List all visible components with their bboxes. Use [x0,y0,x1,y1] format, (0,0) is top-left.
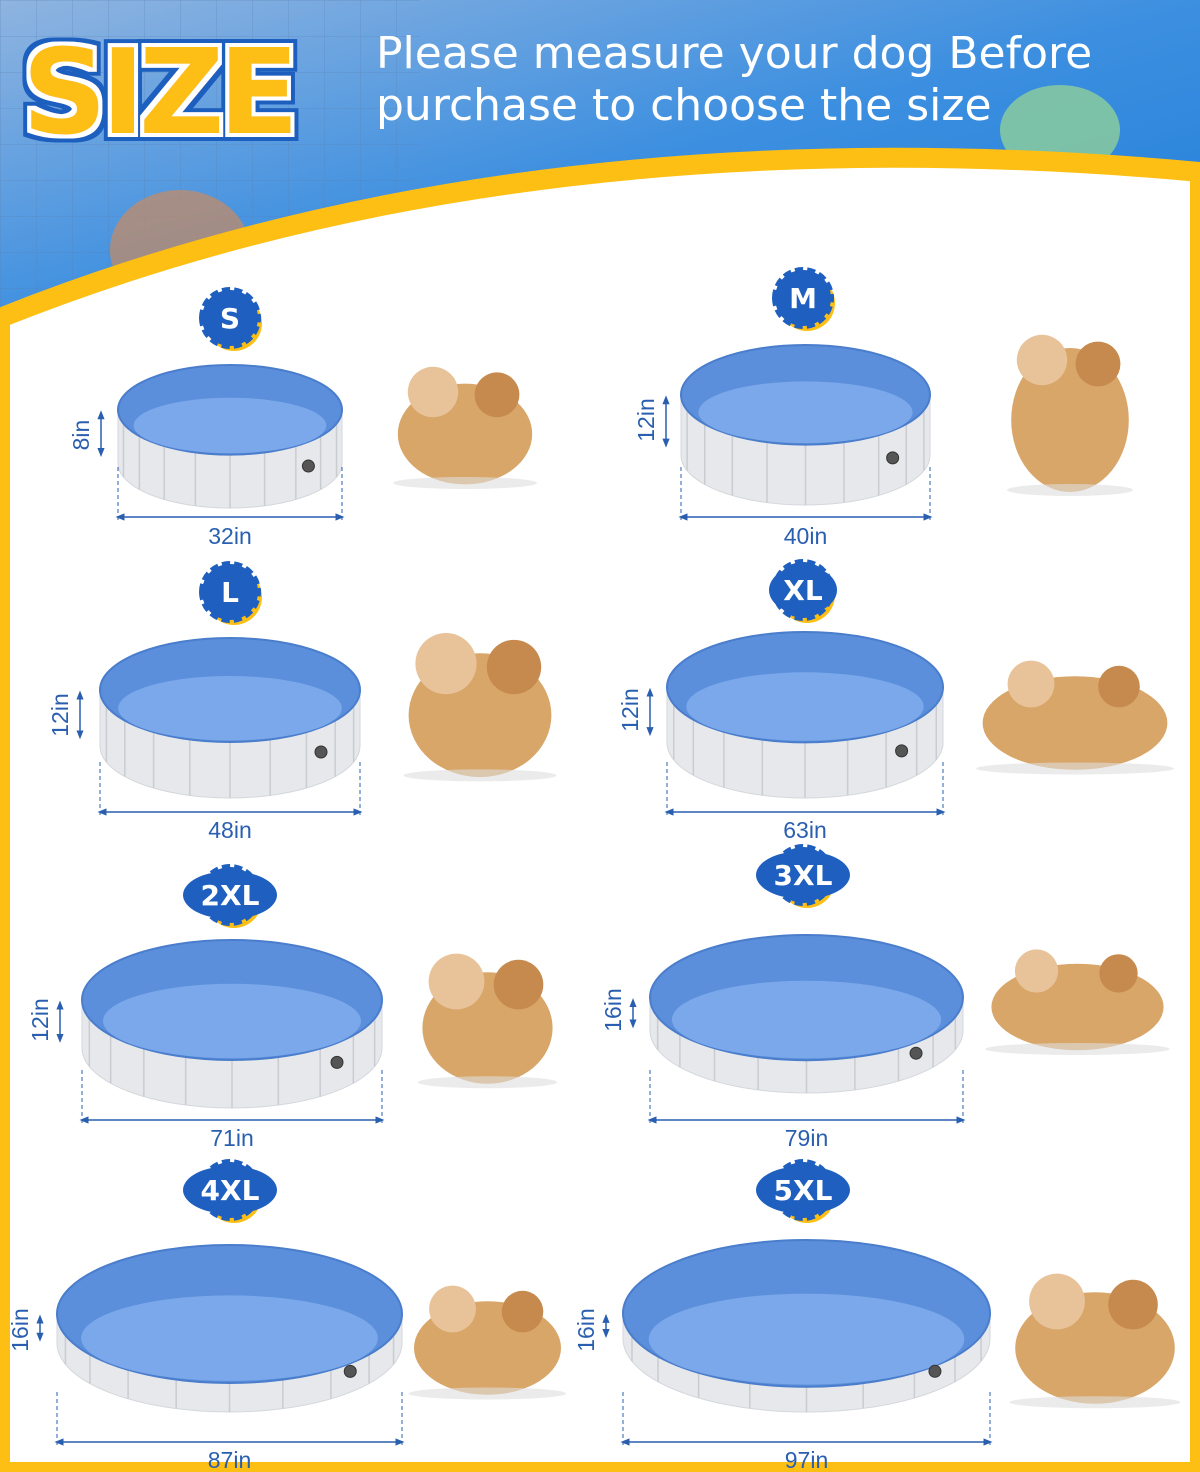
size-badge: 3XL [756,844,850,908]
height-label: 12in [27,998,53,1041]
size-badge: 5XL [756,1159,850,1223]
family-with-golden-retriever-photo [408,1285,567,1400]
size-badge-label: 4XL [201,1174,260,1207]
pool-illustration [649,934,964,1094]
size-badge: S [199,287,262,351]
size-badge-label: S [220,302,240,335]
diameter-label: 63in [783,817,826,843]
pool-illustration [680,344,931,506]
size-badge-label: M [789,282,817,315]
diameter-dimension: 87in [54,1392,405,1472]
height-dimension: 8in [68,410,105,458]
header: SIZE Please measure your dog Before purc… [22,23,1092,160]
drain-valve-icon [909,1046,923,1060]
size-badge-label: 5XL [774,1174,833,1207]
diameter-dimension: 32in [115,467,345,549]
drain-valve-icon [330,1055,344,1069]
girl-with-puppy-photo [403,633,557,782]
kids-with-golden-retriever-photo [976,660,1174,775]
diameter-label: 97in [785,1447,828,1472]
height-dimension: 12in [617,687,654,737]
husky-dog-photo [1007,334,1133,496]
size-card-3xl: 3XL 16in 79in [600,844,1170,1151]
diameter-dimension: 97in [620,1392,993,1472]
pool-illustration [56,1244,403,1413]
height-label: 16in [7,1308,33,1351]
subtitle-line-2: purchase to choose the size [376,80,992,131]
height-label: 16in [600,988,626,1031]
height-dimension: 12in [47,690,84,740]
size-badge-label: 2XL [201,879,260,912]
size-card-l: L 12in 48in [47,561,557,843]
pool-illustration [81,939,383,1109]
drain-valve-icon [301,459,315,473]
diameter-dimension: 79in [647,1070,966,1151]
height-dimension: 16in [600,988,637,1032]
height-label: 8in [68,420,94,451]
pool-illustration [622,1239,991,1413]
height-dimension: 16in [573,1308,610,1352]
pool-illustration [666,631,944,799]
size-card-xl: XL 12in 63in [617,559,1174,843]
family-lying-with-puppy-photo [985,949,1170,1055]
size-title: SIZE [22,23,293,160]
size-badge: L [199,561,262,625]
diameter-dimension: 40in [678,467,933,549]
mother-son-with-dog-photo [417,953,558,1089]
diameter-label: 40in [784,523,827,549]
pool-illustration [99,637,361,799]
height-label: 12in [633,398,659,441]
drain-valve-icon [928,1364,942,1378]
height-dimension: 12in [633,395,670,448]
size-badge-label: XL [783,574,823,607]
subtitle-line-1: Please measure your dog Before [376,28,1092,79]
size-card-m: M 12in 40in [633,267,1133,549]
diameter-label: 48in [208,817,251,843]
corgi-dog-photo [393,366,537,489]
drain-valve-icon [886,451,900,465]
size-card-4xl: 4XL 16in 87in [7,1159,567,1472]
pool-illustration [117,364,343,509]
drain-valve-icon [343,1364,357,1378]
size-badge-label: L [221,576,239,609]
size-badge: 2XL [183,864,277,928]
diameter-dimension: 63in [664,762,946,843]
diameter-label: 32in [208,523,251,549]
drain-valve-icon [895,744,909,758]
height-label: 12in [617,688,643,731]
diameter-dimension: 71in [79,1070,385,1151]
size-badge: M [772,267,835,331]
height-label: 12in [47,693,73,736]
size-card-s: S 8in 32in [68,287,537,549]
diameter-label: 87in [208,1447,251,1472]
size-badge: XL [769,559,837,623]
size-card-2xl: 2XL 12in 71in [27,864,558,1151]
size-badge-label: 3XL [774,859,833,892]
diameter-label: 79in [785,1125,828,1151]
height-dimension: 12in [27,998,64,1043]
drain-valve-icon [314,745,328,759]
diameter-label: 71in [210,1125,253,1151]
height-dimension: 16in [7,1308,44,1352]
family-group-with-dogs-photo [1009,1273,1181,1409]
diameter-dimension: 48in [97,762,363,843]
size-badge: 4XL [183,1159,277,1223]
size-card-5xl: 5XL 16in 97in [573,1159,1181,1472]
height-label: 16in [573,1308,599,1351]
